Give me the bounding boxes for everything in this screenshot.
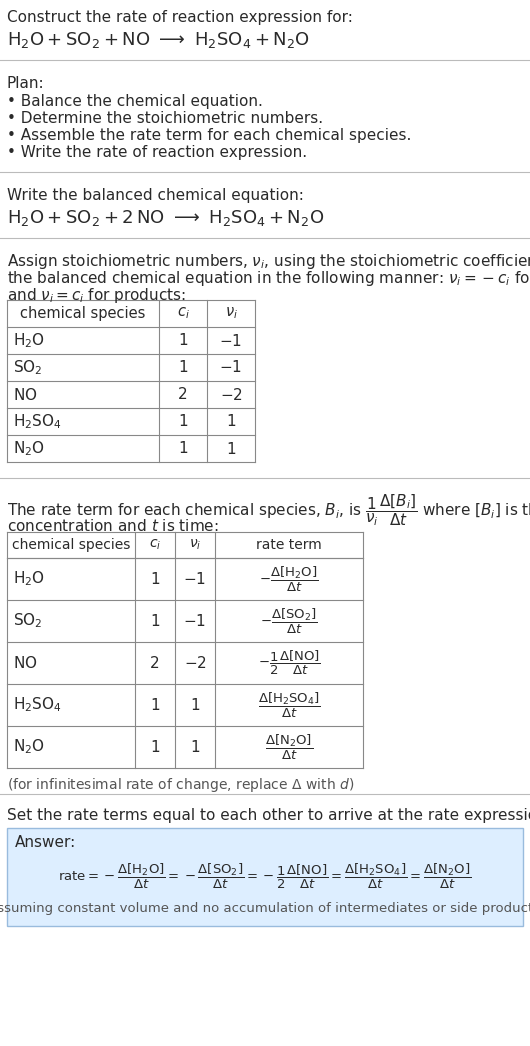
- Text: $\mathrm{NO}$: $\mathrm{NO}$: [13, 387, 38, 403]
- Text: $\mathrm{H_2SO_4}$: $\mathrm{H_2SO_4}$: [13, 412, 62, 431]
- Text: 1: 1: [150, 614, 160, 629]
- Text: 1: 1: [178, 360, 188, 376]
- Text: $c_i$: $c_i$: [149, 538, 161, 552]
- Bar: [7, 828, 523, 926]
- Text: 1: 1: [150, 698, 160, 712]
- Text: 1: 1: [150, 740, 160, 754]
- Text: $-1$: $-1$: [219, 333, 243, 348]
- Text: $\dfrac{\Delta[\mathrm{H_2SO_4}]}{\Delta t}$: $\dfrac{\Delta[\mathrm{H_2SO_4}]}{\Delta…: [258, 690, 321, 720]
- Text: $-\dfrac{\Delta[\mathrm{H_2O}]}{\Delta t}$: $-\dfrac{\Delta[\mathrm{H_2O}]}{\Delta t…: [259, 565, 319, 594]
- Text: 1: 1: [178, 441, 188, 456]
- Text: chemical species: chemical species: [12, 538, 130, 552]
- Text: 2: 2: [150, 656, 160, 670]
- Text: $-1$: $-1$: [183, 613, 207, 629]
- Text: • Determine the stoichiometric numbers.: • Determine the stoichiometric numbers.: [7, 111, 323, 126]
- Text: • Assemble the rate term for each chemical species.: • Assemble the rate term for each chemic…: [7, 128, 411, 143]
- Text: rate term: rate term: [256, 538, 322, 552]
- Text: Write the balanced chemical equation:: Write the balanced chemical equation:: [7, 188, 304, 203]
- Text: the balanced chemical equation in the following manner: $\nu_i = -c_i$ for react: the balanced chemical equation in the fo…: [7, 269, 530, 288]
- Text: 1: 1: [150, 571, 160, 587]
- Text: $1$: $1$: [226, 413, 236, 430]
- Text: concentration and $t$ is time:: concentration and $t$ is time:: [7, 518, 219, 535]
- Text: Construct the rate of reaction expression for:: Construct the rate of reaction expressio…: [7, 10, 353, 25]
- Text: $\mathrm{SO_2}$: $\mathrm{SO_2}$: [13, 358, 42, 377]
- Text: $\mathrm{N_2O}$: $\mathrm{N_2O}$: [13, 737, 45, 756]
- Text: $\mathrm{H_2O + SO_2 + 2\,NO\ \longrightarrow\ H_2SO_4 + N_2O}$: $\mathrm{H_2O + SO_2 + 2\,NO\ \longright…: [7, 208, 324, 228]
- Text: $c_i$: $c_i$: [176, 305, 189, 321]
- Text: $-\dfrac{1}{2}\dfrac{\Delta[\mathrm{NO}]}{\Delta t}$: $-\dfrac{1}{2}\dfrac{\Delta[\mathrm{NO}]…: [258, 649, 321, 677]
- Text: $1$: $1$: [226, 440, 236, 456]
- Text: Assign stoichiometric numbers, $\nu_i$, using the stoichiometric coefficients, $: Assign stoichiometric numbers, $\nu_i$, …: [7, 252, 530, 271]
- Text: (assuming constant volume and no accumulation of intermediates or side products): (assuming constant volume and no accumul…: [0, 902, 530, 915]
- Text: The rate term for each chemical species, $B_i$, is $\dfrac{1}{\nu_i}\dfrac{\Delt: The rate term for each chemical species,…: [7, 492, 530, 528]
- Text: (for infinitesimal rate of change, replace $\Delta$ with $d$): (for infinitesimal rate of change, repla…: [7, 776, 354, 794]
- Text: $-1$: $-1$: [183, 571, 207, 587]
- Text: $\mathrm{N_2O}$: $\mathrm{N_2O}$: [13, 439, 45, 458]
- Text: $-2$: $-2$: [183, 655, 207, 670]
- Text: $-2$: $-2$: [219, 387, 242, 403]
- Text: $\mathrm{H_2O}$: $\mathrm{H_2O}$: [13, 570, 45, 588]
- Text: $\mathrm{H_2O}$: $\mathrm{H_2O}$: [13, 332, 45, 349]
- Text: Plan:: Plan:: [7, 76, 45, 91]
- Text: and $\nu_i = c_i$ for products:: and $\nu_i = c_i$ for products:: [7, 286, 186, 305]
- Text: $\mathrm{H_2SO_4}$: $\mathrm{H_2SO_4}$: [13, 696, 62, 714]
- Text: $1$: $1$: [190, 697, 200, 713]
- Text: Set the rate terms equal to each other to arrive at the rate expression:: Set the rate terms equal to each other t…: [7, 808, 530, 823]
- Text: • Write the rate of reaction expression.: • Write the rate of reaction expression.: [7, 145, 307, 160]
- Text: chemical species: chemical species: [20, 306, 146, 321]
- Text: 2: 2: [178, 387, 188, 402]
- Text: $-\dfrac{\Delta[\mathrm{SO_2}]}{\Delta t}$: $-\dfrac{\Delta[\mathrm{SO_2}]}{\Delta t…: [260, 607, 318, 636]
- Text: Answer:: Answer:: [15, 835, 76, 850]
- Text: $\nu_i$: $\nu_i$: [225, 305, 237, 321]
- Text: $-1$: $-1$: [219, 360, 243, 376]
- Text: $\mathrm{NO}$: $\mathrm{NO}$: [13, 655, 38, 670]
- Text: $\mathrm{SO_2}$: $\mathrm{SO_2}$: [13, 612, 42, 631]
- Text: 1: 1: [178, 414, 188, 429]
- Text: $\dfrac{\Delta[\mathrm{N_2O}]}{\Delta t}$: $\dfrac{\Delta[\mathrm{N_2O}]}{\Delta t}…: [265, 732, 313, 761]
- Text: 1: 1: [178, 333, 188, 348]
- Text: $\mathrm{rate} = -\dfrac{\Delta[\mathrm{H_2O}]}{\Delta t} = -\dfrac{\Delta[\math: $\mathrm{rate} = -\dfrac{\Delta[\mathrm{…: [58, 862, 472, 891]
- Text: $\nu_i$: $\nu_i$: [189, 538, 201, 552]
- Text: $1$: $1$: [190, 740, 200, 755]
- Text: $\mathrm{H_2O + SO_2 + NO\ \longrightarrow\ H_2SO_4 + N_2O}$: $\mathrm{H_2O + SO_2 + NO\ \longrightarr…: [7, 30, 310, 50]
- Text: • Balance the chemical equation.: • Balance the chemical equation.: [7, 94, 263, 109]
